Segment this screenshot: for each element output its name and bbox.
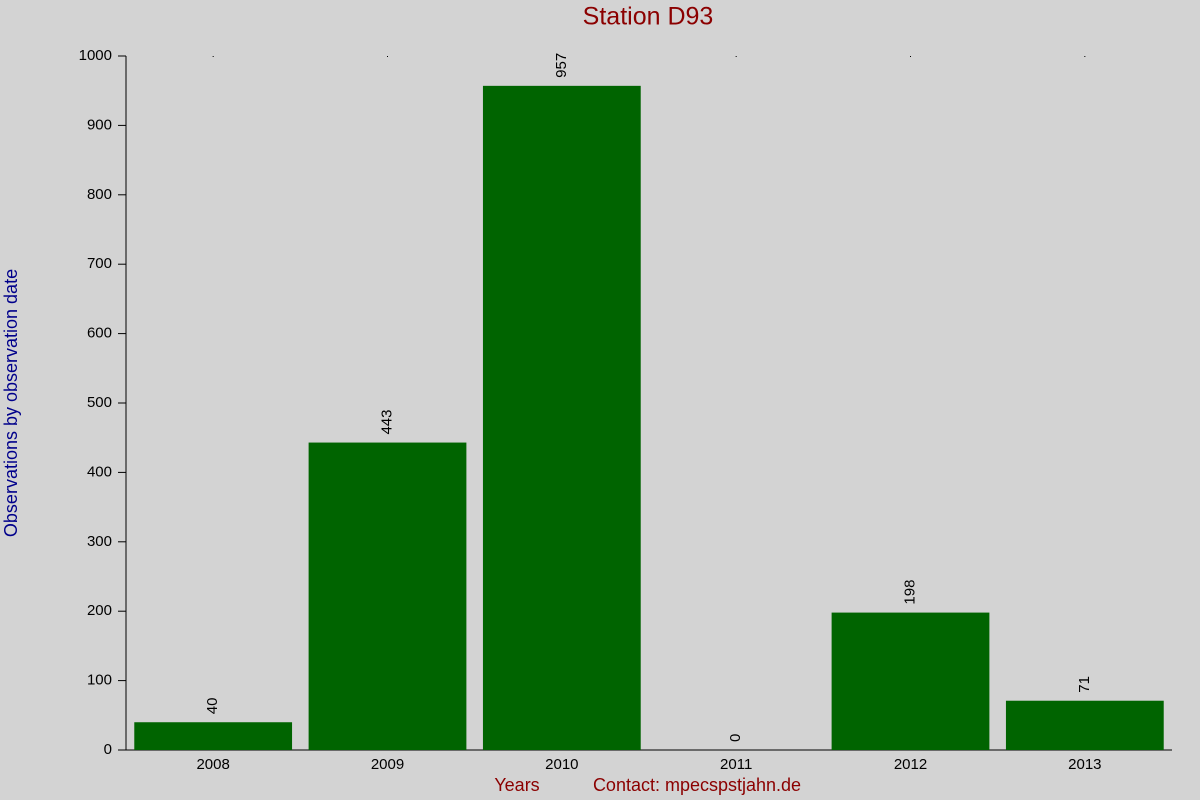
value-label: 40 (204, 698, 221, 715)
bar (482, 85, 641, 751)
y-tick-label: 0 (104, 741, 112, 758)
y-tick-label: 300 (87, 533, 112, 550)
y-tick-label: 600 (87, 325, 112, 342)
value-label: 0 (727, 734, 744, 742)
x-tick-label: 2011 (720, 756, 752, 773)
value-label: 443 (378, 410, 395, 435)
value-label: 71 (1076, 676, 1093, 693)
x-tick-label: 2013 (1068, 756, 1101, 773)
y-tick-label: 700 (87, 255, 112, 272)
value-label: 198 (901, 580, 918, 605)
bar (134, 722, 293, 750)
x-tick-label: 2012 (894, 756, 927, 773)
y-tick-label: 800 (87, 186, 112, 203)
value-label: 957 (553, 53, 570, 78)
y-tick-label: 500 (87, 394, 112, 411)
y-tick-label: 200 (87, 602, 112, 619)
y-axis-label: Observations by observation date (1, 269, 21, 537)
bar (308, 442, 467, 750)
x-axis-label: Years (494, 775, 539, 795)
chart-title: Station D93 (583, 3, 714, 31)
y-tick-label: 100 (87, 672, 112, 689)
x-tick-label: 2009 (371, 756, 404, 773)
bar (1005, 700, 1164, 750)
x-tick-label: 2010 (545, 756, 578, 773)
annotation: Contact: mpecspstjahn.de (593, 775, 801, 795)
y-tick-label: 900 (87, 116, 112, 133)
y-tick-label: 400 (87, 463, 112, 480)
y-tick-label: 1000 (79, 47, 112, 64)
bar (831, 612, 990, 750)
x-tick-label: 2008 (196, 756, 229, 773)
